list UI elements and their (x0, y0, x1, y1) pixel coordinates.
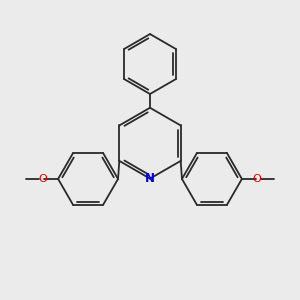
Text: O: O (39, 174, 47, 184)
Text: N: N (145, 172, 155, 185)
Text: O: O (253, 174, 261, 184)
